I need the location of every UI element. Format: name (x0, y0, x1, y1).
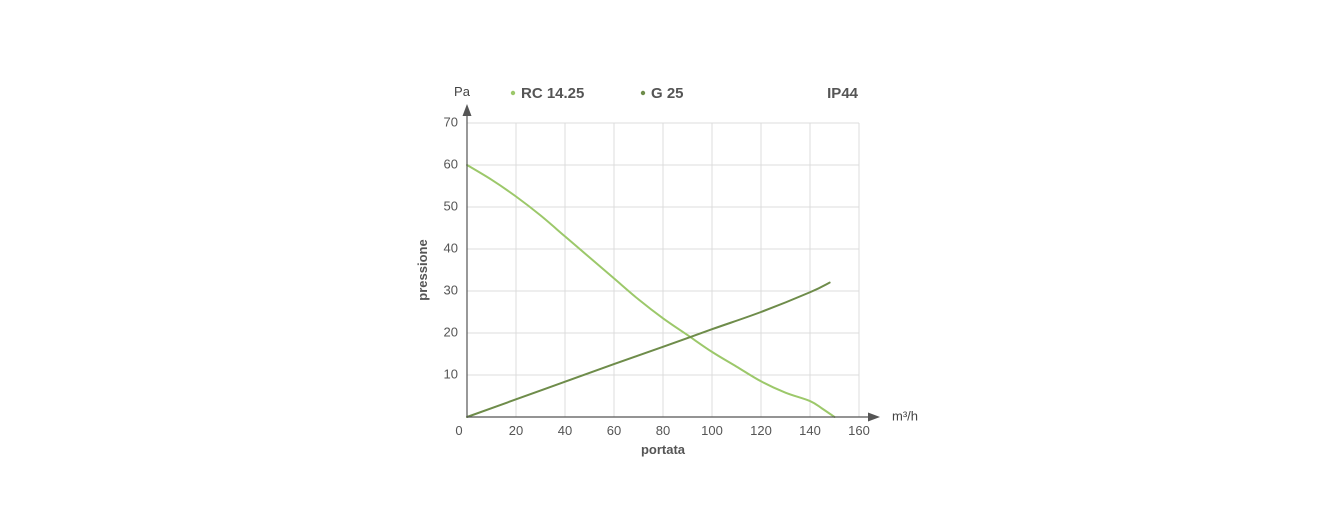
series-lines (466, 164, 836, 418)
series-line-g-25 (466, 281, 831, 418)
y-tick-labels: 10 20 30 40 50 60 70 (444, 114, 458, 381)
x-unit-label: m³/h (892, 408, 918, 423)
y-tick-label: 20 (444, 324, 458, 339)
x-tick-labels: 0 20 40 60 80 100 120 140 160 (455, 423, 869, 438)
legend-marker-rc-14-25 (510, 90, 516, 96)
x-tick-label: 80 (656, 423, 670, 438)
x-tick-label: 20 (509, 423, 523, 438)
grid (467, 122, 860, 417)
x-tick-label: 100 (701, 423, 723, 438)
x-axis-arrow (868, 412, 880, 422)
y-tick-label: 10 (444, 366, 458, 381)
y-unit-label: Pa (454, 84, 471, 99)
y-axis-arrow (462, 104, 472, 116)
y-tick-label: 30 (444, 282, 458, 297)
series-line-rc-14-25 (466, 164, 836, 418)
axes (462, 104, 880, 422)
x-tick-label: 160 (848, 423, 870, 438)
x-tick-label: 40 (558, 423, 572, 438)
x-tick-label: 140 (799, 423, 821, 438)
y-tick-label: 60 (444, 156, 458, 171)
legend: RC 14.25 G 25 (510, 85, 684, 102)
legend-label-g-25: G 25 (651, 85, 684, 102)
y-tick-label: 50 (444, 198, 458, 213)
y-tick-label: 70 (444, 114, 458, 129)
x-axis-title: portata (641, 442, 686, 457)
ip-rating-label: IP44 (827, 85, 859, 102)
y-tick-label: 40 (444, 240, 458, 255)
legend-marker-g-25 (640, 90, 646, 96)
x-tick-label: 60 (607, 423, 621, 438)
x-tick-label: 120 (750, 423, 772, 438)
y-axis-title: pressione (415, 239, 430, 300)
legend-label-rc-14-25: RC 14.25 (521, 85, 584, 102)
x-tick-label: 0 (455, 423, 462, 438)
